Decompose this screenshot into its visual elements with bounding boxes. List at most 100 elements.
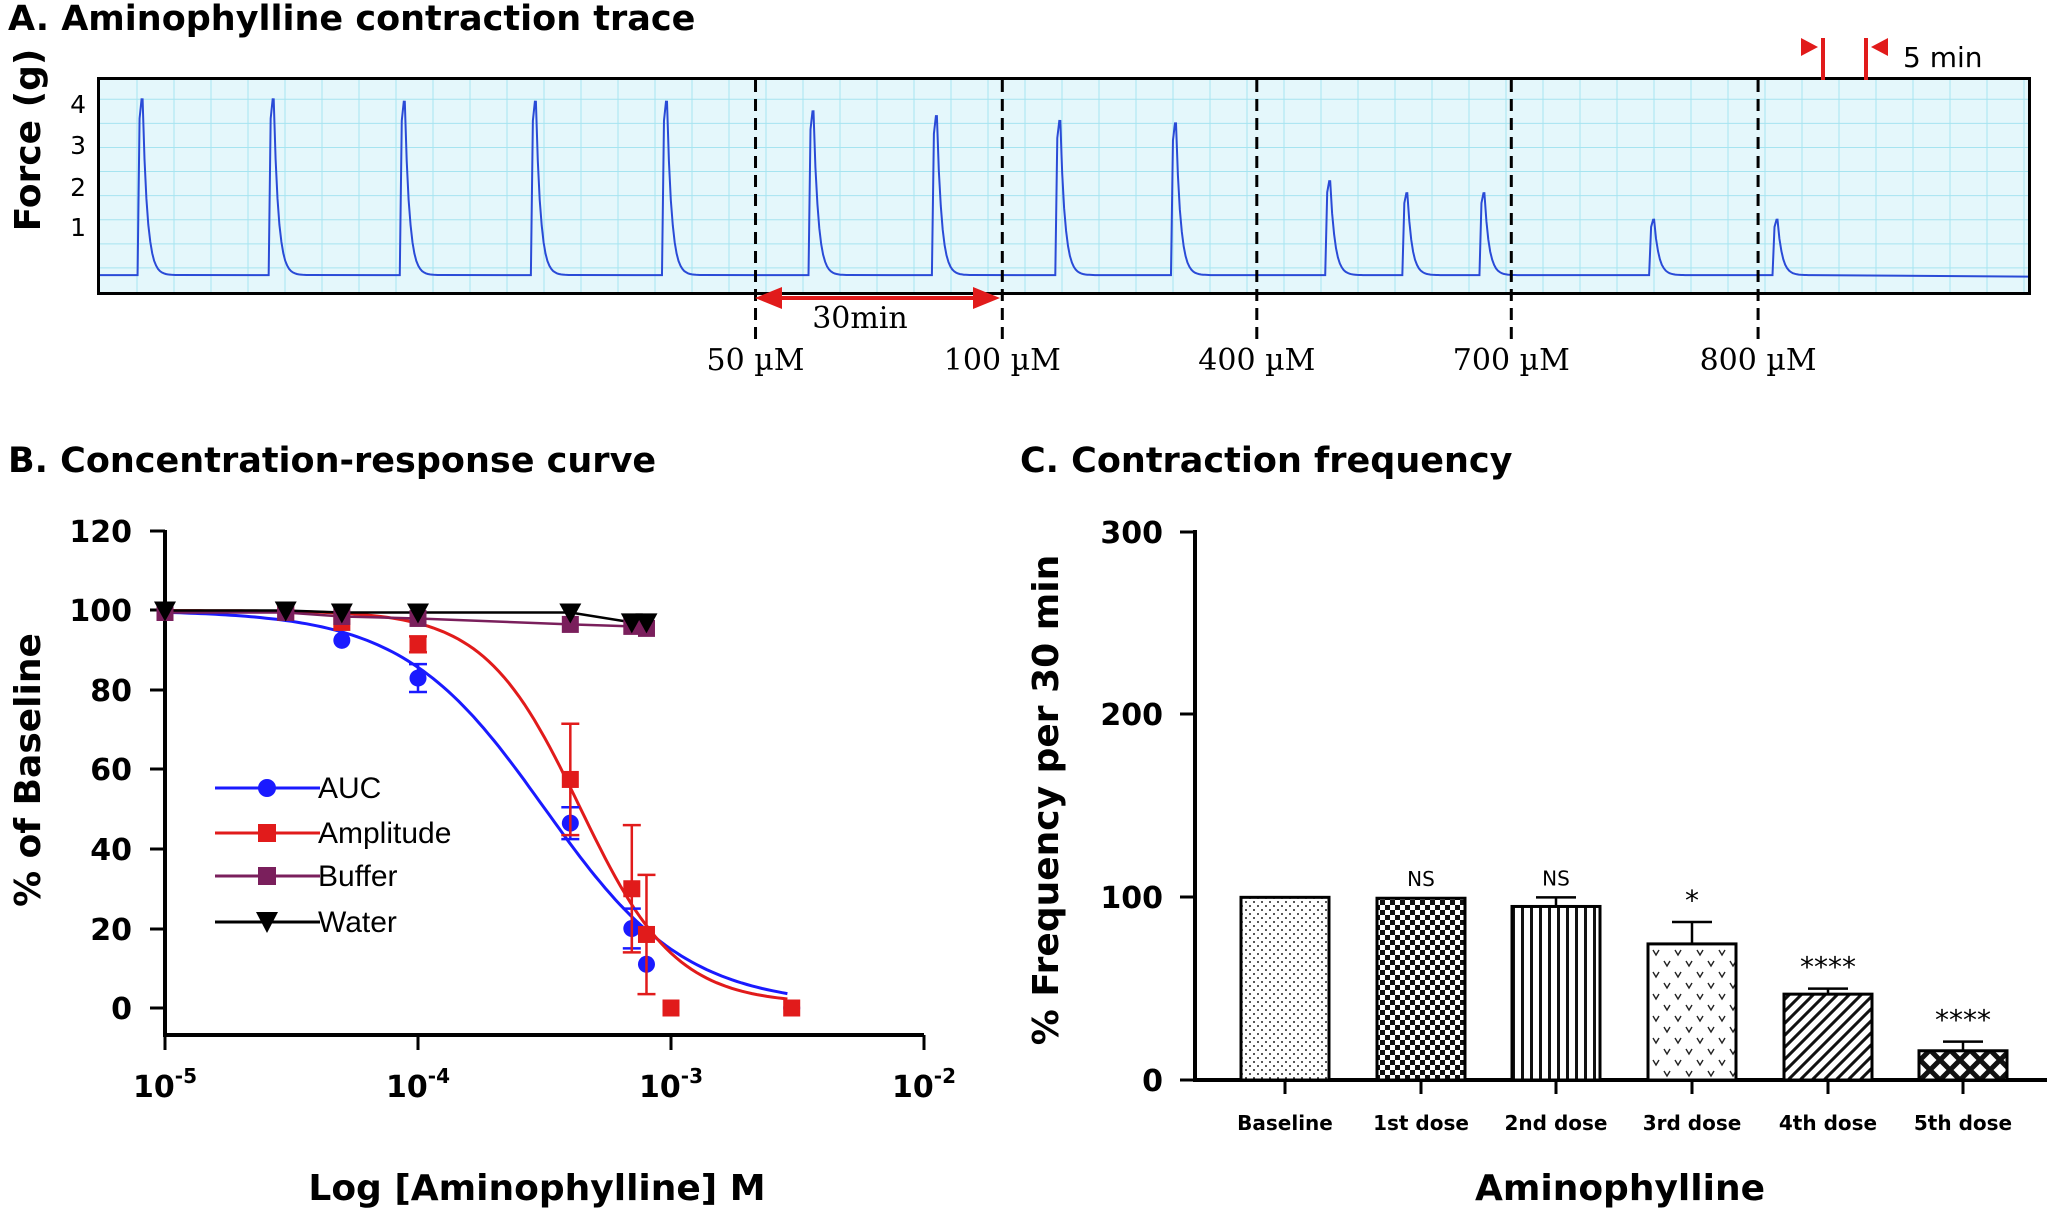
scale-bar-right-arrow	[1871, 38, 1888, 56]
c-category-label-4th-dose: 4th dose	[1779, 1111, 1877, 1135]
point-amplitude-9	[783, 999, 801, 1017]
b-y-tick-label-60: 60	[90, 753, 132, 788]
legend-buffer-label: Buffer	[318, 860, 398, 893]
legend-item-amplitude: Amplitude	[215, 817, 451, 850]
significance-label-1st-dose: NS	[1407, 867, 1435, 891]
panel-a-title: A. Aminophylline contraction trace	[8, 0, 695, 39]
b-y-tick-label-120: 120	[69, 515, 132, 550]
panel-b-x-ticks: 10-5 10-4 10-3 10-2	[133, 1035, 956, 1105]
dose-marker-label-5: 800 µM	[1700, 343, 1817, 378]
panel-b-x-axis-label: Log [Aminophylline] M	[308, 1168, 765, 1209]
panel-a: A. Aminophylline contraction trace Force…	[8, 0, 2031, 378]
scale-bar-label: 5 min	[1903, 41, 1983, 74]
legend-item-auc: AUC	[215, 772, 381, 805]
dose-marker-label-2: 100 µM	[944, 343, 1061, 378]
legend-auc-marker	[258, 779, 276, 797]
legend-item-buffer: Buffer	[215, 860, 398, 893]
trace-y-tick-1: 1	[70, 213, 86, 242]
significance-label-3rd-dose: *	[1685, 884, 1699, 917]
b-x-tick-label-4: 10-2	[892, 1064, 956, 1105]
panel-b-fit-curves	[164, 609, 788, 1001]
panel-c-bars: NS NS*********	[1239, 866, 2009, 1094]
point-amplitude-8	[662, 999, 680, 1017]
point-auc-3	[333, 631, 351, 649]
b-x-tick-label-1: 10-5	[133, 1064, 197, 1105]
legend-item-water: Water	[215, 906, 397, 939]
legend-buffer-marker	[258, 867, 276, 885]
point-water-7	[635, 613, 658, 634]
b-y-tick-label-100: 100	[69, 594, 132, 629]
point-auc-4	[409, 669, 427, 687]
point-amplitude-4	[409, 635, 427, 653]
legend-water-label: Water	[318, 906, 397, 939]
panel-b-y-ticks: 0 20 40 60 80 100 120	[69, 515, 165, 1027]
b-y-tick-label-0: 0	[111, 992, 132, 1027]
c-y-tick-label-100: 100	[1100, 881, 1163, 916]
point-amplitude-6	[623, 880, 641, 898]
panel-b-legend: AUC Amplitude Buffer Water	[215, 772, 451, 939]
c-y-tick-label-0: 0	[1142, 1064, 1163, 1099]
c-y-tick-label-300: 300	[1100, 516, 1163, 551]
panel-c-x-axis-label: Aminophylline	[1475, 1168, 1765, 1209]
legend-auc-label: AUC	[318, 772, 381, 805]
b-y-tick-label-40: 40	[90, 833, 132, 868]
bar-2nd-dose	[1510, 904, 1602, 1082]
c-category-label-2nd-dose: 2nd dose	[1505, 1111, 1608, 1135]
point-amplitude-5	[561, 770, 579, 788]
c-y-tick-label-200: 200	[1100, 698, 1163, 733]
fit-curve-auc	[164, 610, 788, 996]
panel-c-y-ticks: 0 100 200 300	[1100, 516, 1195, 1099]
bar-1st-dose	[1375, 896, 1467, 1082]
point-amplitude-7	[637, 925, 655, 943]
c-category-label-3rd-dose: 3rd dose	[1643, 1111, 1742, 1135]
point-water-4	[407, 603, 429, 624]
trace-y-tick-3: 3	[70, 131, 86, 160]
interval-label: 30min	[812, 301, 908, 336]
force-trace-line	[100, 98, 2029, 278]
scale-bar-left-arrow	[1801, 38, 1818, 56]
bar-4th-dose	[1782, 992, 1874, 1082]
trace-y-tick-2: 2	[70, 173, 86, 202]
point-buffer-5	[561, 615, 579, 633]
panel-b: B. Concentration-response curve % of Bas…	[8, 441, 956, 1209]
panel-c: C. Contraction frequency % Frequency per…	[1020, 441, 2047, 1209]
panel-c-categories: Baseline 1st dose 2nd dose 3rd dose 4th …	[1237, 1111, 2012, 1135]
panel-c-y-axis-label: % Frequency per 30 min	[1026, 555, 1067, 1045]
point-water-3	[330, 603, 353, 624]
point-water-5	[559, 603, 582, 624]
scale-bar: 5 min	[1801, 38, 1983, 80]
significance-label-2nd-dose: NS	[1542, 866, 1570, 890]
c-category-label-1st-dose: 1st dose	[1373, 1111, 1469, 1135]
panel-b-data-points	[154, 601, 801, 1017]
trace-y-tick-4: 4	[70, 90, 86, 119]
legend-amplitude-marker	[258, 824, 276, 842]
point-water-6	[620, 613, 643, 634]
significance-label-4th-dose: ****	[1800, 951, 1856, 984]
panel-a-y-axis-label: Force (g)	[8, 49, 49, 232]
b-x-tick-label-2: 10-4	[386, 1064, 450, 1105]
panel-c-title: C. Contraction frequency	[1020, 441, 1513, 481]
dose-marker-label-1: 50 µM	[707, 343, 805, 378]
bar-3rd-dose	[1646, 942, 1738, 1082]
b-x-tick-label-3: 10-3	[639, 1064, 703, 1105]
b-y-tick-label-80: 80	[90, 674, 132, 709]
point-water-1	[154, 601, 176, 622]
fit-curve-amplitude	[165, 609, 788, 1001]
bar-5th-dose	[1917, 1049, 2009, 1082]
trace-grid	[100, 80, 2028, 292]
significance-label-5th-dose: ****	[1935, 1004, 1991, 1037]
c-category-label-baseline: Baseline	[1237, 1111, 1333, 1135]
legend-water-marker	[256, 912, 278, 933]
b-y-tick-label-20: 20	[90, 913, 132, 948]
trace-plot-area	[100, 80, 2028, 292]
c-category-label-5th-dose: 5th dose	[1914, 1111, 2012, 1135]
interval-annotation: 30min	[755, 287, 1000, 336]
interval-arrow-left-head	[755, 287, 782, 309]
dose-marker-label-4: 700 µM	[1453, 343, 1570, 378]
dose-marker-label-3: 400 µM	[1198, 343, 1315, 378]
interval-arrow-right-head	[973, 287, 1000, 309]
panel-b-title: B. Concentration-response curve	[8, 441, 656, 481]
panel-b-y-axis-label: % of Baseline	[8, 633, 49, 907]
trace-y-ticks: 1 2 3 4	[70, 90, 86, 242]
